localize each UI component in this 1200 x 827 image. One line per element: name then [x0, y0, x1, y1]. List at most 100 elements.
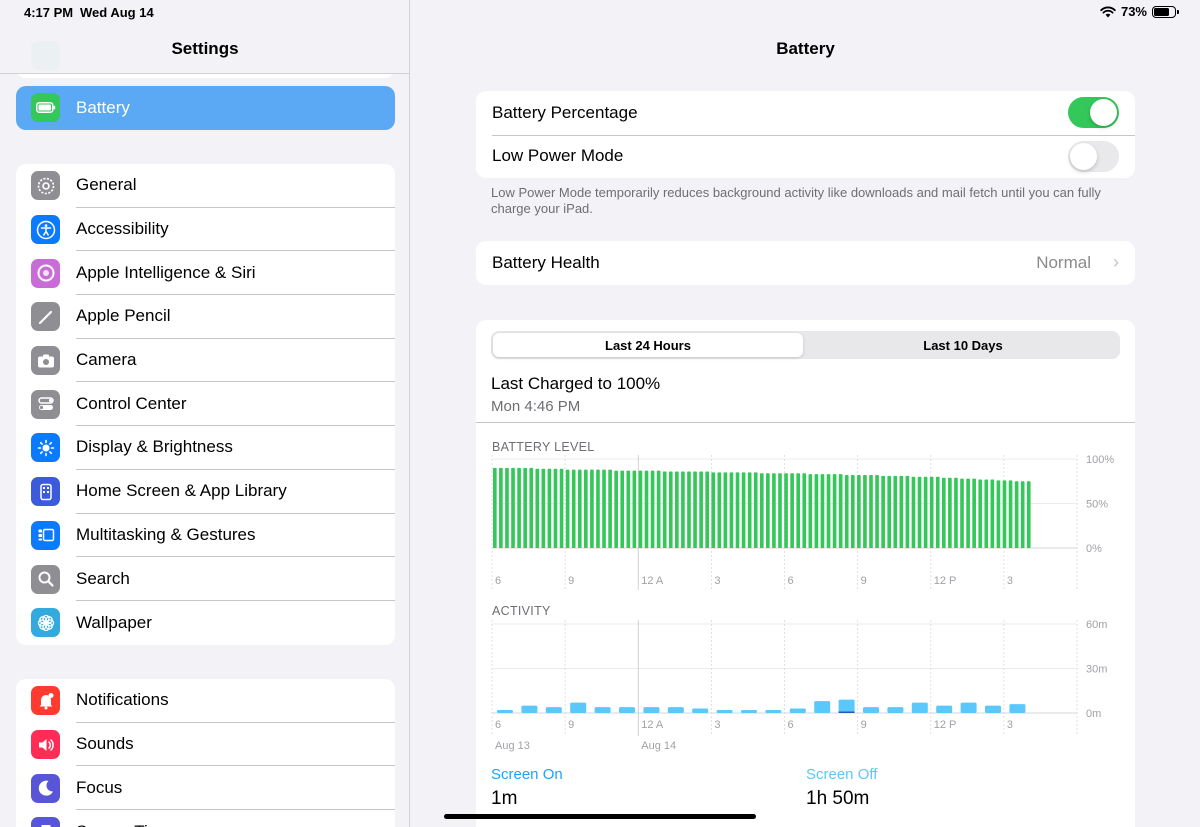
battery-level-bar: [699, 471, 703, 548]
sidebar-item-magnifier[interactable]: Search: [16, 557, 395, 601]
activity-bar-screen-off: [789, 708, 806, 713]
sidebar-item-battery[interactable]: Battery: [16, 86, 395, 130]
battery-level-bar: [711, 472, 716, 548]
sidebar-item-label: Notifications: [76, 679, 395, 723]
y-tick-label: 50%: [1086, 499, 1108, 511]
sidebar-item-camera[interactable]: Camera: [16, 339, 395, 383]
control-center-icon: [31, 389, 60, 419]
status-bar: 4:17 PM Wed Aug 14 73%: [0, 0, 1200, 26]
battery-level-bar: [687, 471, 691, 548]
battery-level-bar: [638, 470, 643, 548]
battery-level-bar: [747, 472, 752, 548]
battery-level-bar: [911, 476, 916, 548]
battery-level-bar: [571, 469, 576, 548]
battery-level-bar: [881, 475, 885, 548]
activity-bar-screen-off: [545, 707, 562, 713]
battery-level-bar: [759, 473, 764, 548]
tab-last-10-days[interactable]: Last 10 Days: [923, 337, 1003, 353]
sidebar-item-accessibility[interactable]: Accessibility: [16, 208, 395, 252]
status-date: Wed Aug 14: [80, 5, 154, 20]
time-range-segmented-control[interactable]: Last 24 Hours Last 10 Days: [491, 331, 1120, 359]
activity-bar-screen-off: [911, 702, 928, 713]
sidebar-item-label: Home Screen & App Library: [76, 470, 395, 514]
date-label: Aug 13: [495, 740, 530, 752]
battery-level-bar: [826, 474, 831, 548]
sidebar-item-moon[interactable]: Focus: [16, 766, 395, 811]
moon-icon: [31, 773, 60, 803]
battery-level-bar: [511, 467, 515, 548]
tab-last-24-hours[interactable]: Last 24 Hours: [493, 333, 803, 357]
battery-level-bar: [644, 470, 649, 548]
sidebar-item-siri[interactable]: Apple Intelligence & Siri: [16, 251, 395, 296]
multitasking-icon: [31, 520, 60, 550]
battery-level-bar: [584, 469, 588, 548]
x-tick-label: 9: [568, 719, 574, 731]
activity-bar-screen-off: [741, 710, 757, 713]
battery-health-card[interactable]: Battery Health Normal ›: [476, 241, 1135, 285]
x-tick-label: 3: [1007, 575, 1013, 587]
sidebar-item-home-screen[interactable]: Home Screen & App Library: [16, 470, 395, 514]
battery-level-bar: [505, 467, 509, 548]
activity-bar-screen-off: [887, 707, 904, 713]
sidebar-item-label: Wallpaper: [76, 612, 152, 632]
battery-level-bar: [662, 471, 667, 548]
last-charged-time: Mon 4:46 PM: [491, 398, 581, 415]
battery-level-bar: [899, 475, 904, 548]
battery-level-bar: [729, 472, 734, 548]
battery-level-bar: [875, 475, 879, 548]
low-power-mode-toggle[interactable]: [1068, 140, 1119, 172]
sidebar-item-label: Search: [76, 557, 395, 601]
battery-level-bar: [741, 472, 746, 548]
battery-level-bar: [602, 469, 606, 548]
pencil-icon: [31, 302, 60, 332]
sidebar-item-speaker[interactable]: Sounds: [16, 723, 395, 767]
sidebar-item-flower[interactable]: Wallpaper: [16, 601, 395, 645]
battery-level-bar: [1014, 481, 1019, 548]
battery-health-label: Battery Health: [492, 252, 600, 272]
settings-sidebar[interactable]: Settings Battery General Accessibility App…: [0, 0, 410, 827]
sidebar-item-multitasking[interactable]: Multitasking & Gestures: [16, 514, 395, 558]
sidebar-item-label: Control Center: [76, 382, 395, 427]
home-indicator: [444, 814, 756, 819]
battery-level-bar: [796, 473, 801, 548]
battery-level-bar: [893, 475, 898, 548]
battery-percentage-row: Battery Percentage: [476, 91, 1135, 135]
toggle-knob: [1070, 142, 1097, 170]
status-time: 4:17 PM: [24, 5, 74, 20]
activity-bar-screen-off: [1009, 704, 1026, 713]
sidebar-item-control-center[interactable]: Control Center: [16, 382, 395, 427]
last-charged-title: Last Charged to 100%: [491, 374, 661, 393]
sidebar-item-gear[interactable]: General: [16, 164, 395, 208]
sidebar-item-sun[interactable]: Display & Brightness: [16, 426, 395, 470]
battery-level-bar: [966, 478, 970, 548]
battery-level-bar: [559, 468, 564, 548]
sidebar-item-hourglass[interactable]: Screen Time: [16, 810, 395, 827]
activity-bar-screen-off: [594, 707, 611, 713]
x-tick-label: 6: [788, 719, 794, 731]
activity-bar-screen-off: [814, 701, 831, 713]
sidebar-item-label: Screen Time: [76, 810, 395, 827]
battery-level-bar: [517, 467, 521, 548]
battery-health-row[interactable]: Battery Health Normal ›: [476, 241, 1135, 285]
x-tick-label: 3: [714, 719, 720, 731]
battery-level-label: BATTERY LEVEL: [492, 440, 595, 454]
sidebar-item-pencil[interactable]: Apple Pencil: [16, 295, 395, 339]
battery-level-bar: [668, 471, 673, 548]
sidebar-group-selected: Battery: [16, 86, 395, 130]
battery-level-bar: [723, 472, 728, 548]
battery-level-bar: [772, 473, 776, 548]
camera-icon: [31, 346, 60, 376]
battery-level-bar: [935, 476, 940, 548]
battery-percentage-toggle[interactable]: [1068, 97, 1119, 129]
screen-on-label: Screen On: [491, 766, 563, 783]
x-tick-label: 6: [495, 719, 501, 731]
activity-chart[interactable]: 60m 30m 0m 6 9 12 A 3 6 9 12 P 3 Aug 13 Aug 14: [476, 615, 1135, 755]
battery-level-bar: [905, 475, 910, 548]
sidebar-item-label: Apple Intelligence & Siri: [76, 251, 395, 296]
sidebar-item-bell[interactable]: Notifications: [16, 679, 395, 723]
siri-icon: [31, 258, 60, 288]
battery-level-chart[interactable]: 100% 50% 0% 6 9 12 A 3 6 9 12 P 3: [476, 450, 1135, 590]
battery-level-bar: [493, 467, 497, 548]
battery-level-bar: [614, 470, 618, 548]
battery-level-bar: [626, 470, 631, 548]
